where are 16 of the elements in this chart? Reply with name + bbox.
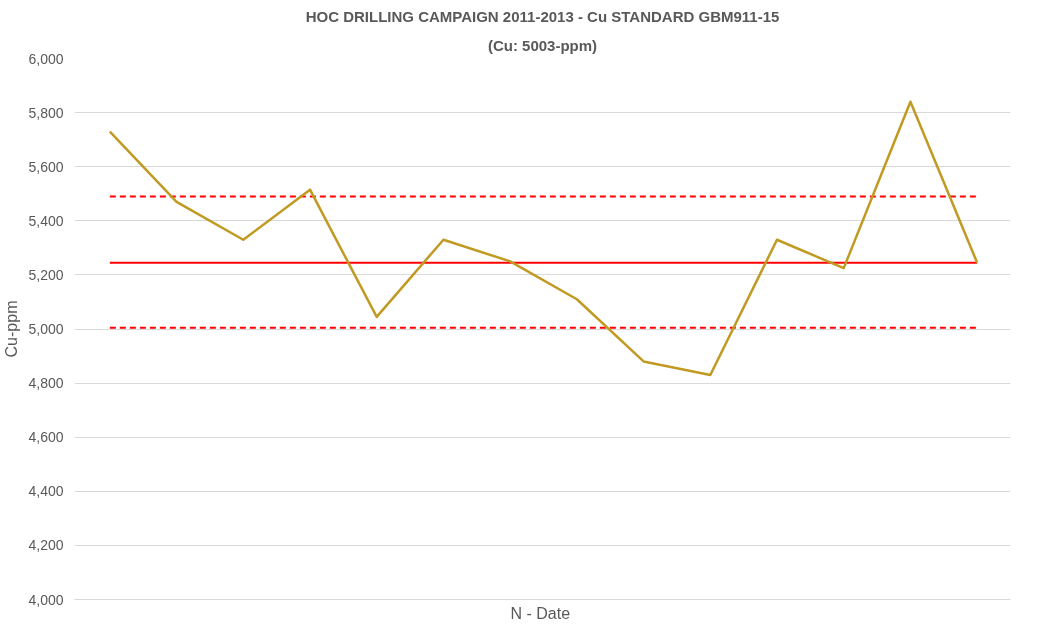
- y-tick-label: 4,600: [28, 429, 64, 446]
- y-tick-label: 5,200: [28, 266, 64, 283]
- x-axis-title: N - Date: [510, 604, 571, 622]
- y-tick-label: 4,400: [28, 483, 64, 500]
- y-tick-label: 5,800: [28, 104, 64, 121]
- y-tick-label: 4,000: [28, 591, 64, 608]
- line-series: [108, 100, 979, 377]
- y-tick-label: 4,800: [28, 375, 64, 392]
- y-tick-label: 5,600: [28, 158, 64, 175]
- y-axis-title: Cu-ppm: [3, 300, 21, 358]
- chart-subtitle: (Cu: 5003-ppm): [487, 36, 598, 54]
- chart-title: HOC DRILLING CAMPAIGN 2011-2013 - Cu STANDARD GBM911-15: [305, 7, 780, 25]
- y-tick-label: 5,000: [28, 321, 64, 337]
- y-tick-label: 5,400: [28, 212, 64, 229]
- y-tick-label: 4,200: [28, 537, 64, 554]
- y-tick-label: 6,000: [28, 50, 64, 67]
